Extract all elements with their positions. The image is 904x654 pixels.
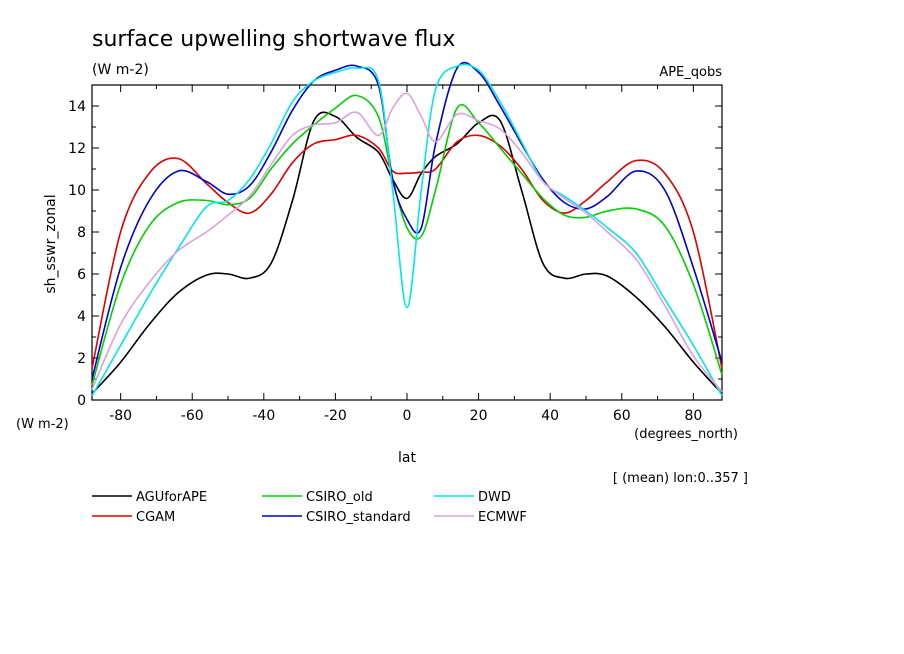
legend: AGUforAPE CGAM CSIRO_old CSIRO_standard DWD E… (92, 490, 527, 525)
series-line-cgam (91, 134, 723, 369)
series-line-dwd (91, 63, 723, 397)
y-tick-label: 10 (68, 183, 86, 199)
y-tick-label: 8 (77, 225, 86, 241)
x-tick-label: 0 (403, 408, 412, 424)
y-tick-label: 6 (77, 267, 86, 283)
plot-frame (91, 84, 723, 401)
x-axis-label: lat (398, 450, 416, 466)
legend-label: CSIRO_standard (306, 510, 411, 525)
series-lines (91, 61, 723, 397)
x-tick-label: 60 (613, 408, 631, 424)
series-line-aguforape (91, 111, 723, 395)
series-line-csiro-old (91, 94, 723, 386)
y-axis-label: sh_sswr_zonal (43, 194, 59, 293)
x-tick-label: 40 (541, 408, 559, 424)
legend-label: DWD (478, 490, 511, 505)
series-line-ecmwf (91, 92, 723, 393)
y-tick-label: 2 (77, 351, 86, 367)
series-line-csiro-standard (91, 61, 723, 380)
x-axis-units: (degrees_north) (634, 427, 738, 442)
legend-label: ECMWF (478, 510, 527, 525)
chart-units: (W m-2) (92, 62, 149, 78)
y-tick-label: 0 (77, 393, 86, 409)
y-tick-label: 12 (68, 141, 86, 157)
x-tick-label: -80 (109, 408, 132, 424)
legend-label: AGUforAPE (136, 490, 207, 505)
legend-label: CGAM (136, 510, 175, 525)
legend-label: CSIRO_old (306, 490, 373, 505)
y-tick-label: 14 (68, 99, 86, 115)
footnote: [ (mean) lon:0..357 ] (613, 471, 748, 486)
axis-ticks: -80 -60 -40 -20 0 20 40 60 80 0 2 4 6 8 10 12 14 (68, 85, 722, 424)
x-tick-label: -60 (181, 408, 204, 424)
chart-title: surface upwelling shortwave flux (92, 27, 455, 52)
y-axis-units: (W m-2) (16, 417, 69, 432)
x-tick-label: 80 (684, 408, 702, 424)
y-tick-label: 4 (77, 309, 86, 325)
x-tick-label: 20 (470, 408, 488, 424)
x-tick-label: -40 (252, 408, 275, 424)
x-tick-label: -20 (324, 408, 347, 424)
run-label: APE_qobs (659, 65, 722, 80)
